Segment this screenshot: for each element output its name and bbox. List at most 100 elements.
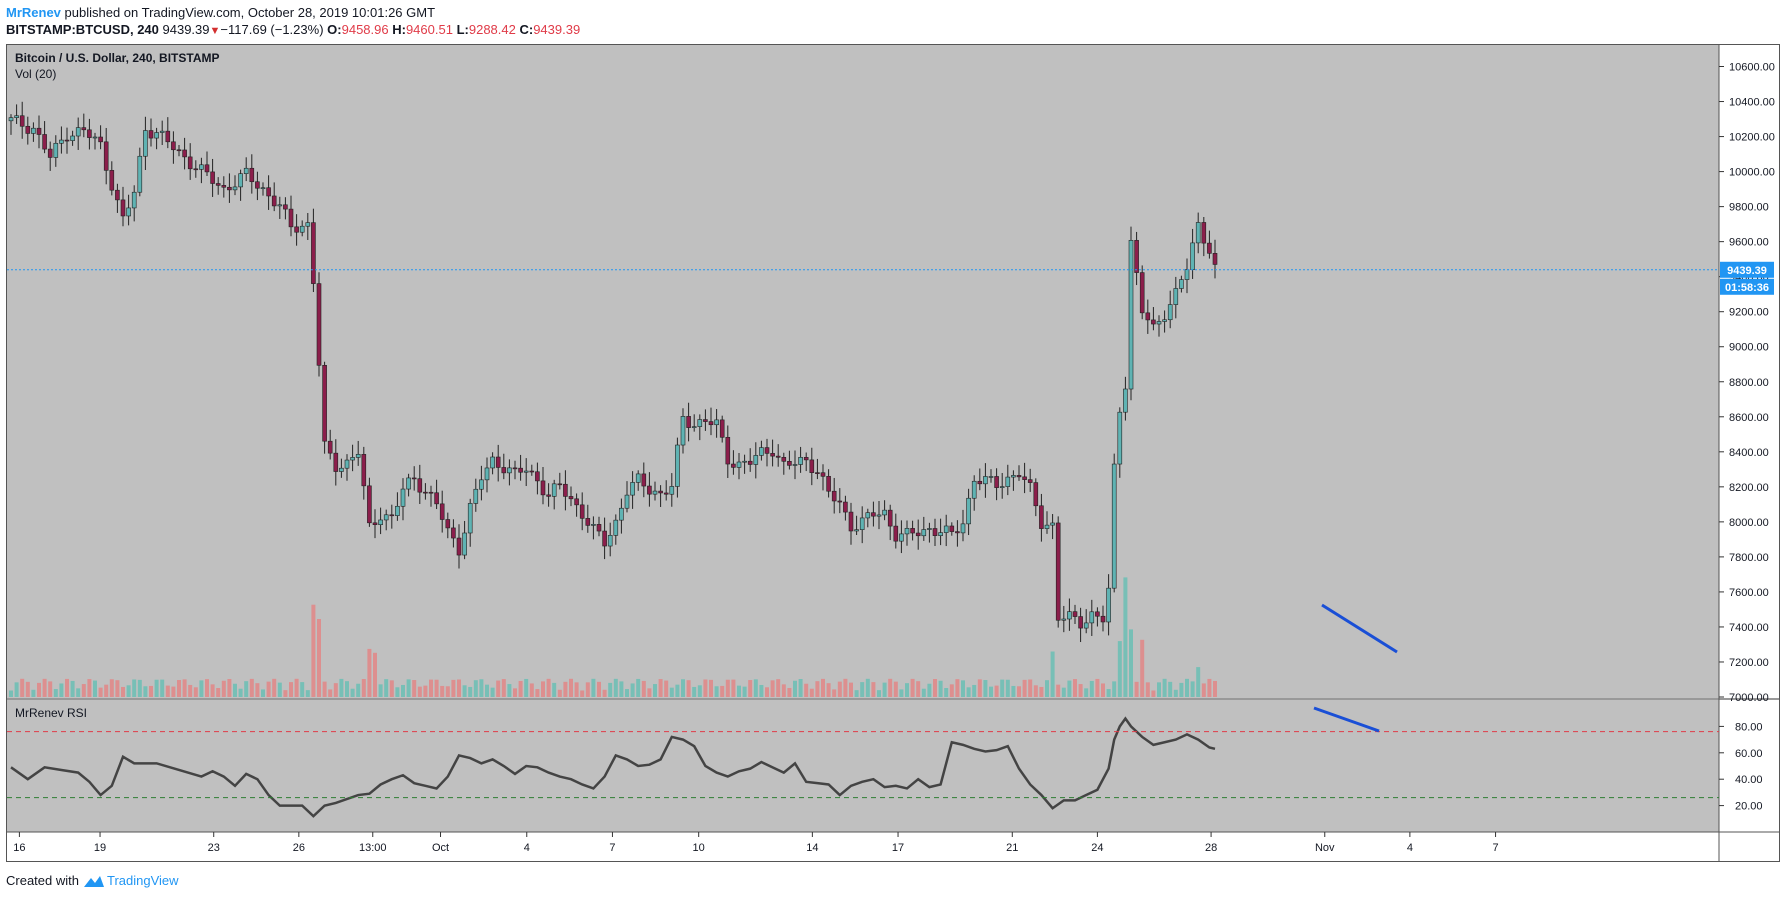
- down-arrow-icon: ▼: [209, 25, 221, 37]
- candle-body: [876, 514, 882, 517]
- price-axis-label: 7200.00: [1729, 657, 1769, 669]
- volume-bar: [1117, 641, 1122, 697]
- volume-bar: [244, 681, 249, 697]
- author-link[interactable]: MrRenev: [6, 5, 61, 20]
- volume-bar: [977, 679, 982, 697]
- candle-body: [243, 167, 249, 174]
- volume-bar: [641, 680, 646, 697]
- candle-body: [131, 191, 137, 209]
- countdown-tag: [1720, 278, 1774, 295]
- volume-bar: [893, 681, 898, 697]
- publication-header: MrRenev published on TradingView.com, Oc…: [6, 4, 580, 40]
- candle-body: [255, 181, 260, 189]
- volume-bar: [238, 688, 243, 697]
- volume-bar: [647, 688, 652, 697]
- volume-bar: [115, 680, 120, 697]
- candle-body: [210, 171, 215, 184]
- candle-body: [848, 511, 854, 532]
- volume-bar: [322, 681, 327, 697]
- volume-bar: [675, 684, 680, 697]
- price-axis-label: 7000.00: [1729, 692, 1769, 704]
- candle-body: [333, 452, 339, 472]
- volume-bar: [205, 679, 209, 697]
- candle-body: [495, 456, 501, 468]
- candle-body: [753, 455, 759, 465]
- volume-bar: [854, 690, 859, 697]
- time-axis-label: 17: [892, 842, 904, 854]
- close-label: C:: [519, 22, 534, 37]
- tradingview-link[interactable]: TradingView: [83, 873, 179, 888]
- candle-body: [260, 187, 266, 190]
- candle-body: [1072, 611, 1078, 617]
- volume-bar: [457, 679, 461, 697]
- price-axis-label: 9800.00: [1729, 202, 1769, 214]
- time-axis-label: 16: [13, 842, 25, 854]
- candle-body: [966, 497, 971, 525]
- candle-body: [871, 512, 876, 517]
- candle-body: [1207, 242, 1212, 254]
- volume-bar: [485, 684, 489, 697]
- volume-bar: [664, 680, 669, 697]
- candle-body: [1195, 222, 1201, 244]
- candle-body: [81, 127, 87, 131]
- volume-bar: [412, 680, 417, 697]
- candle-body: [98, 136, 103, 143]
- candle-body: [1179, 279, 1184, 289]
- chart-frame[interactable]: 7000.00 7200.00 7400.00 7600.00 7800.00 8000.…: [6, 44, 1780, 862]
- candle-body: [714, 419, 719, 426]
- candle-body: [36, 127, 42, 135]
- candle-body: [596, 524, 602, 532]
- price-axis-label: 9200.00: [1729, 307, 1769, 319]
- candle-body: [535, 471, 540, 482]
- candle-body: [383, 514, 389, 521]
- volume-trendline[interactable]: [1321, 603, 1398, 654]
- candle-body: [467, 503, 473, 534]
- volume-bar: [154, 679, 159, 697]
- volume-bar: [1196, 667, 1201, 697]
- volume-bar: [361, 678, 366, 697]
- volume-bar: [1129, 629, 1133, 697]
- volume-bar: [1056, 684, 1061, 697]
- candle-body: [837, 500, 843, 503]
- candle-body: [434, 492, 439, 505]
- volume-bar: [1157, 682, 1161, 697]
- rsi-trendline[interactable]: [1313, 706, 1380, 733]
- chart-svg[interactable]: 7000.00 7200.00 7400.00 7600.00 7800.00 8000.…: [7, 45, 1779, 861]
- rsi-axis-label: 80.00: [1735, 721, 1763, 733]
- time-axis-label: 14: [806, 842, 818, 854]
- candle-body: [1190, 242, 1195, 270]
- candle-body: [904, 528, 910, 535]
- volume-bar: [1151, 690, 1156, 697]
- volume-bar: [737, 685, 741, 697]
- volume-bar: [837, 681, 842, 697]
- volume-bar: [563, 681, 568, 697]
- volume-bar: [961, 680, 965, 697]
- price-axis-label: 8800.00: [1729, 377, 1769, 389]
- candle-body: [1016, 475, 1022, 478]
- candle-body: [103, 141, 109, 171]
- volume-bar: [406, 679, 411, 697]
- candle-body: [92, 136, 98, 139]
- volume-bar: [625, 689, 629, 697]
- volume-bar: [160, 679, 165, 697]
- price-axis-label: 7400.00: [1729, 622, 1769, 634]
- volume-bar: [742, 686, 747, 697]
- candle-body: [563, 483, 568, 497]
- candle-body: [613, 519, 619, 536]
- candle-body: [59, 139, 64, 144]
- volume-bar: [1005, 679, 1010, 697]
- volume-bar: [1028, 679, 1033, 697]
- volume-bar: [1078, 684, 1083, 697]
- volume-bar: [87, 679, 92, 697]
- volume-bar: [731, 679, 736, 697]
- volume-bar: [888, 678, 893, 697]
- axes: 7000.00 7200.00 7400.00 7600.00 7800.00 8000.…: [7, 62, 1775, 854]
- candle-body: [154, 132, 159, 139]
- volume-bar: [417, 686, 422, 697]
- candle-body: [1184, 269, 1190, 280]
- candle-body: [619, 507, 624, 521]
- chart-title: Bitcoin / U.S. Dollar, 240, BITSTAMP: [15, 51, 219, 65]
- volume-bar: [1123, 577, 1128, 697]
- time-axis-label: 7: [1492, 842, 1498, 854]
- time-axis-label: 23: [208, 842, 220, 854]
